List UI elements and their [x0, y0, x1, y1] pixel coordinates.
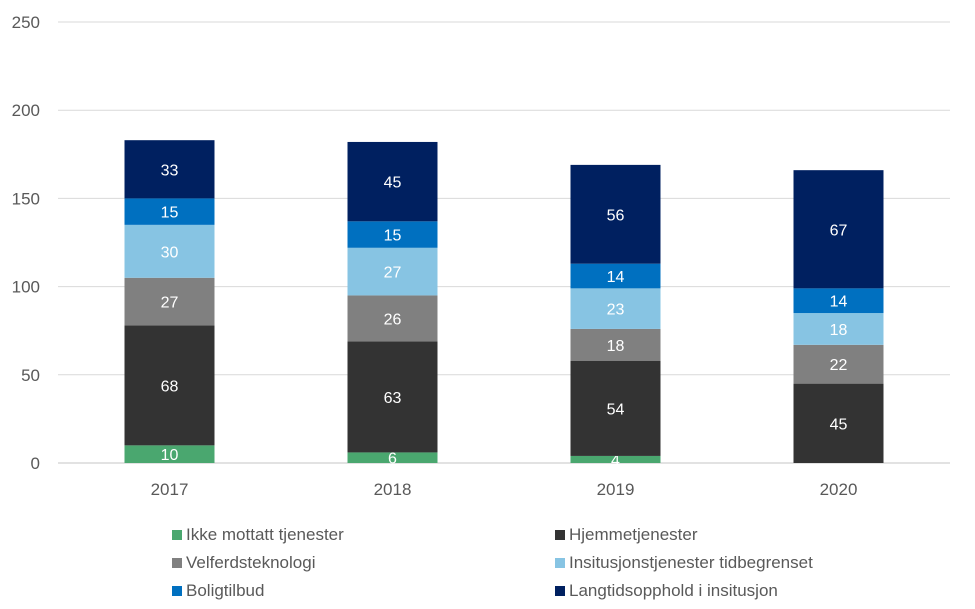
- bar-segment: [570, 263, 661, 289]
- bar-segment: [793, 344, 884, 384]
- bar-segment: [124, 198, 215, 225]
- bar-segment: [124, 140, 215, 199]
- data-label: 15: [161, 205, 179, 222]
- y-tick-label: 200: [12, 101, 40, 120]
- x-tick-label: 2018: [374, 480, 412, 499]
- y-tick-label: 150: [12, 189, 40, 208]
- x-tick-label: 2017: [151, 480, 189, 499]
- data-label: 14: [607, 269, 625, 286]
- data-label: 27: [384, 265, 402, 282]
- bar-segment: [793, 170, 884, 289]
- data-label: 18: [830, 322, 848, 339]
- bar-segment: [793, 313, 884, 345]
- data-label: 18: [607, 338, 625, 355]
- bar-segment: [124, 224, 215, 278]
- data-label: 23: [607, 302, 625, 319]
- data-label: 67: [830, 222, 848, 239]
- bar-segment: [570, 360, 661, 456]
- bar-segment: [347, 341, 438, 453]
- y-tick-label: 0: [31, 454, 40, 473]
- bar-segment: [793, 288, 884, 314]
- bar-segment: [347, 221, 438, 248]
- data-label: 30: [161, 244, 179, 261]
- data-label: 68: [161, 378, 179, 395]
- data-label: 22: [830, 357, 848, 374]
- y-tick-label: 50: [21, 366, 40, 385]
- bar-segment: [570, 455, 661, 463]
- data-label: 6: [388, 451, 397, 468]
- bar-segment: [347, 141, 438, 222]
- y-tick-label: 250: [12, 13, 40, 32]
- data-label: 26: [384, 311, 402, 328]
- data-label: 56: [607, 207, 625, 224]
- x-tick-label: 2019: [597, 480, 635, 499]
- data-label: 45: [830, 416, 848, 433]
- bar-segment: [124, 277, 215, 326]
- data-label: 27: [161, 295, 179, 312]
- data-label: 33: [161, 162, 179, 179]
- bar-segment: [124, 445, 215, 463]
- bar-segment: [124, 325, 215, 446]
- x-tick-label: 2020: [820, 480, 858, 499]
- bar-segment: [793, 383, 884, 463]
- bar-segment: [347, 247, 438, 296]
- bar-segment: [570, 328, 661, 361]
- y-tick-label: 100: [12, 278, 40, 297]
- data-label: 63: [384, 390, 402, 407]
- data-label: 14: [830, 294, 848, 311]
- data-label: 54: [607, 401, 625, 418]
- data-label: 45: [384, 175, 402, 192]
- bar-segment: [570, 164, 661, 264]
- data-label: 4: [611, 452, 620, 469]
- bar-segment: [347, 295, 438, 342]
- data-label: 10: [161, 447, 179, 464]
- bar-segment: [570, 288, 661, 329]
- data-label: 15: [384, 228, 402, 245]
- bar-segment: [347, 452, 438, 463]
